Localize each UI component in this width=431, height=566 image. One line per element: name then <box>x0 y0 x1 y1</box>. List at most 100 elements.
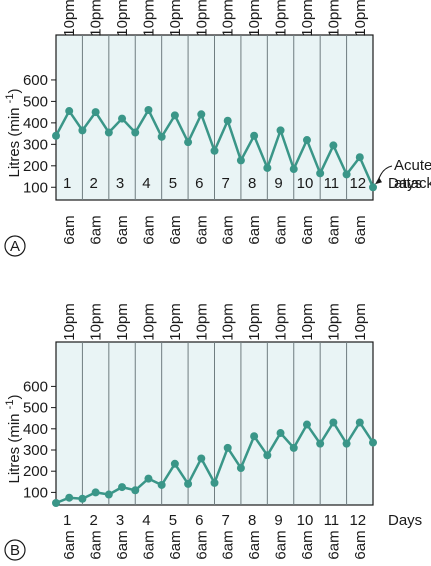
day-number-label: 7 <box>222 512 230 529</box>
data-point <box>342 170 351 179</box>
day-number-label: 2 <box>89 175 97 192</box>
time-label-10pm: 10pm <box>140 303 157 341</box>
data-point <box>210 146 219 155</box>
time-label-10pm: 10pm <box>299 303 316 341</box>
time-label-6am: 6am <box>140 530 157 559</box>
day-number-label: 7 <box>222 175 230 192</box>
data-point <box>91 108 100 117</box>
time-label-6am: 6am <box>273 215 290 244</box>
time-label-10pm: 10pm <box>273 0 290 37</box>
data-point <box>342 439 351 448</box>
time-label-6am: 6am <box>246 530 263 559</box>
time-label-10pm: 10pm <box>352 0 369 37</box>
time-label-10pm: 10pm <box>220 0 237 37</box>
y-axis-label-close: ) <box>6 89 23 94</box>
day-number-label: 12 <box>349 175 366 192</box>
data-point <box>369 183 377 192</box>
time-label-6am: 6am <box>220 530 237 559</box>
time-label-6am: 6am <box>61 530 78 559</box>
data-point <box>223 116 232 125</box>
data-point <box>65 107 74 116</box>
data-point <box>118 114 127 123</box>
day-number-label: 12 <box>349 512 366 529</box>
data-point <box>236 464 245 473</box>
time-label-10pm: 10pm <box>246 0 263 37</box>
data-point <box>276 126 285 135</box>
y-tick-label: 200 <box>23 158 48 175</box>
data-point <box>144 105 153 114</box>
data-point <box>52 131 60 140</box>
y-tick-label: 600 <box>23 378 48 395</box>
time-label-6am: 6am <box>88 215 105 244</box>
time-label-10pm: 10pm <box>273 303 290 341</box>
time-label-6am: 6am <box>352 530 369 559</box>
day-number-label: 2 <box>89 512 97 529</box>
time-label-10pm: 10pm <box>325 0 342 37</box>
day-number-label: 3 <box>116 512 124 529</box>
time-label-10pm: 10pm <box>193 303 210 341</box>
time-label-6am: 6am <box>88 530 105 559</box>
time-label-10pm: 10pm <box>88 303 105 341</box>
time-label-10pm: 10pm <box>193 0 210 37</box>
y-axis-label-superscript: -1 <box>4 94 16 104</box>
data-point <box>250 432 259 441</box>
time-label-6am: 6am <box>352 215 369 244</box>
data-point <box>157 480 166 489</box>
day-number-label: 10 <box>297 512 314 529</box>
data-point <box>302 420 311 429</box>
time-label-10pm: 10pm <box>246 303 263 341</box>
day-number-label: 11 <box>324 512 340 529</box>
y-tick-label: 200 <box>23 463 48 480</box>
data-point <box>197 110 206 119</box>
y-axis-label: Litres (min -1) <box>4 89 23 178</box>
panel-letter: A <box>10 238 20 255</box>
day-number-label: 8 <box>248 175 256 192</box>
time-label-10pm: 10pm <box>61 0 78 37</box>
time-label-6am: 6am <box>193 215 210 244</box>
y-tick-label: 100 <box>23 179 48 196</box>
data-point <box>170 111 179 120</box>
annotation-line-2: attack <box>394 175 431 192</box>
day-number-label: 8 <box>248 512 256 529</box>
time-label-6am: 6am <box>246 215 263 244</box>
annotation-arrow-head <box>375 177 382 185</box>
day-number-label: 3 <box>116 175 124 192</box>
y-tick-label: 600 <box>23 72 48 89</box>
data-point <box>316 439 325 448</box>
day-number-label: 6 <box>195 175 203 192</box>
time-label-6am: 6am <box>61 215 78 244</box>
day-number-label: 9 <box>274 175 282 192</box>
day-number-label: 6 <box>195 512 203 529</box>
time-label-6am: 6am <box>114 530 131 559</box>
data-point <box>250 131 259 140</box>
data-point <box>78 126 87 135</box>
data-point <box>197 454 206 463</box>
data-point <box>289 443 298 452</box>
time-label-6am: 6am <box>220 215 237 244</box>
y-axis-label-superscript: -1 <box>4 400 16 410</box>
time-label-10pm: 10pm <box>167 303 184 341</box>
data-point <box>78 494 87 503</box>
data-point <box>170 459 179 468</box>
panel-letter: B <box>10 542 20 559</box>
time-label-10pm: 10pm <box>61 303 78 341</box>
time-label-6am: 6am <box>167 530 184 559</box>
y-axis-label-text: Litres (min <box>6 103 23 177</box>
time-label-6am: 6am <box>325 530 342 559</box>
day-number-label: 4 <box>142 175 150 192</box>
time-label-6am: 6am <box>299 530 316 559</box>
data-point <box>118 483 127 492</box>
y-tick-label: 300 <box>23 136 48 153</box>
y-axis-label-text: Litres (min <box>6 409 23 483</box>
y-axis-label-close: ) <box>6 395 23 400</box>
data-point <box>52 499 60 507</box>
time-label-6am: 6am <box>273 530 290 559</box>
day-number-label: 4 <box>142 512 150 529</box>
data-point <box>236 156 245 165</box>
data-point <box>223 443 232 452</box>
time-label-10pm: 10pm <box>325 303 342 341</box>
time-label-10pm: 10pm <box>88 0 105 37</box>
